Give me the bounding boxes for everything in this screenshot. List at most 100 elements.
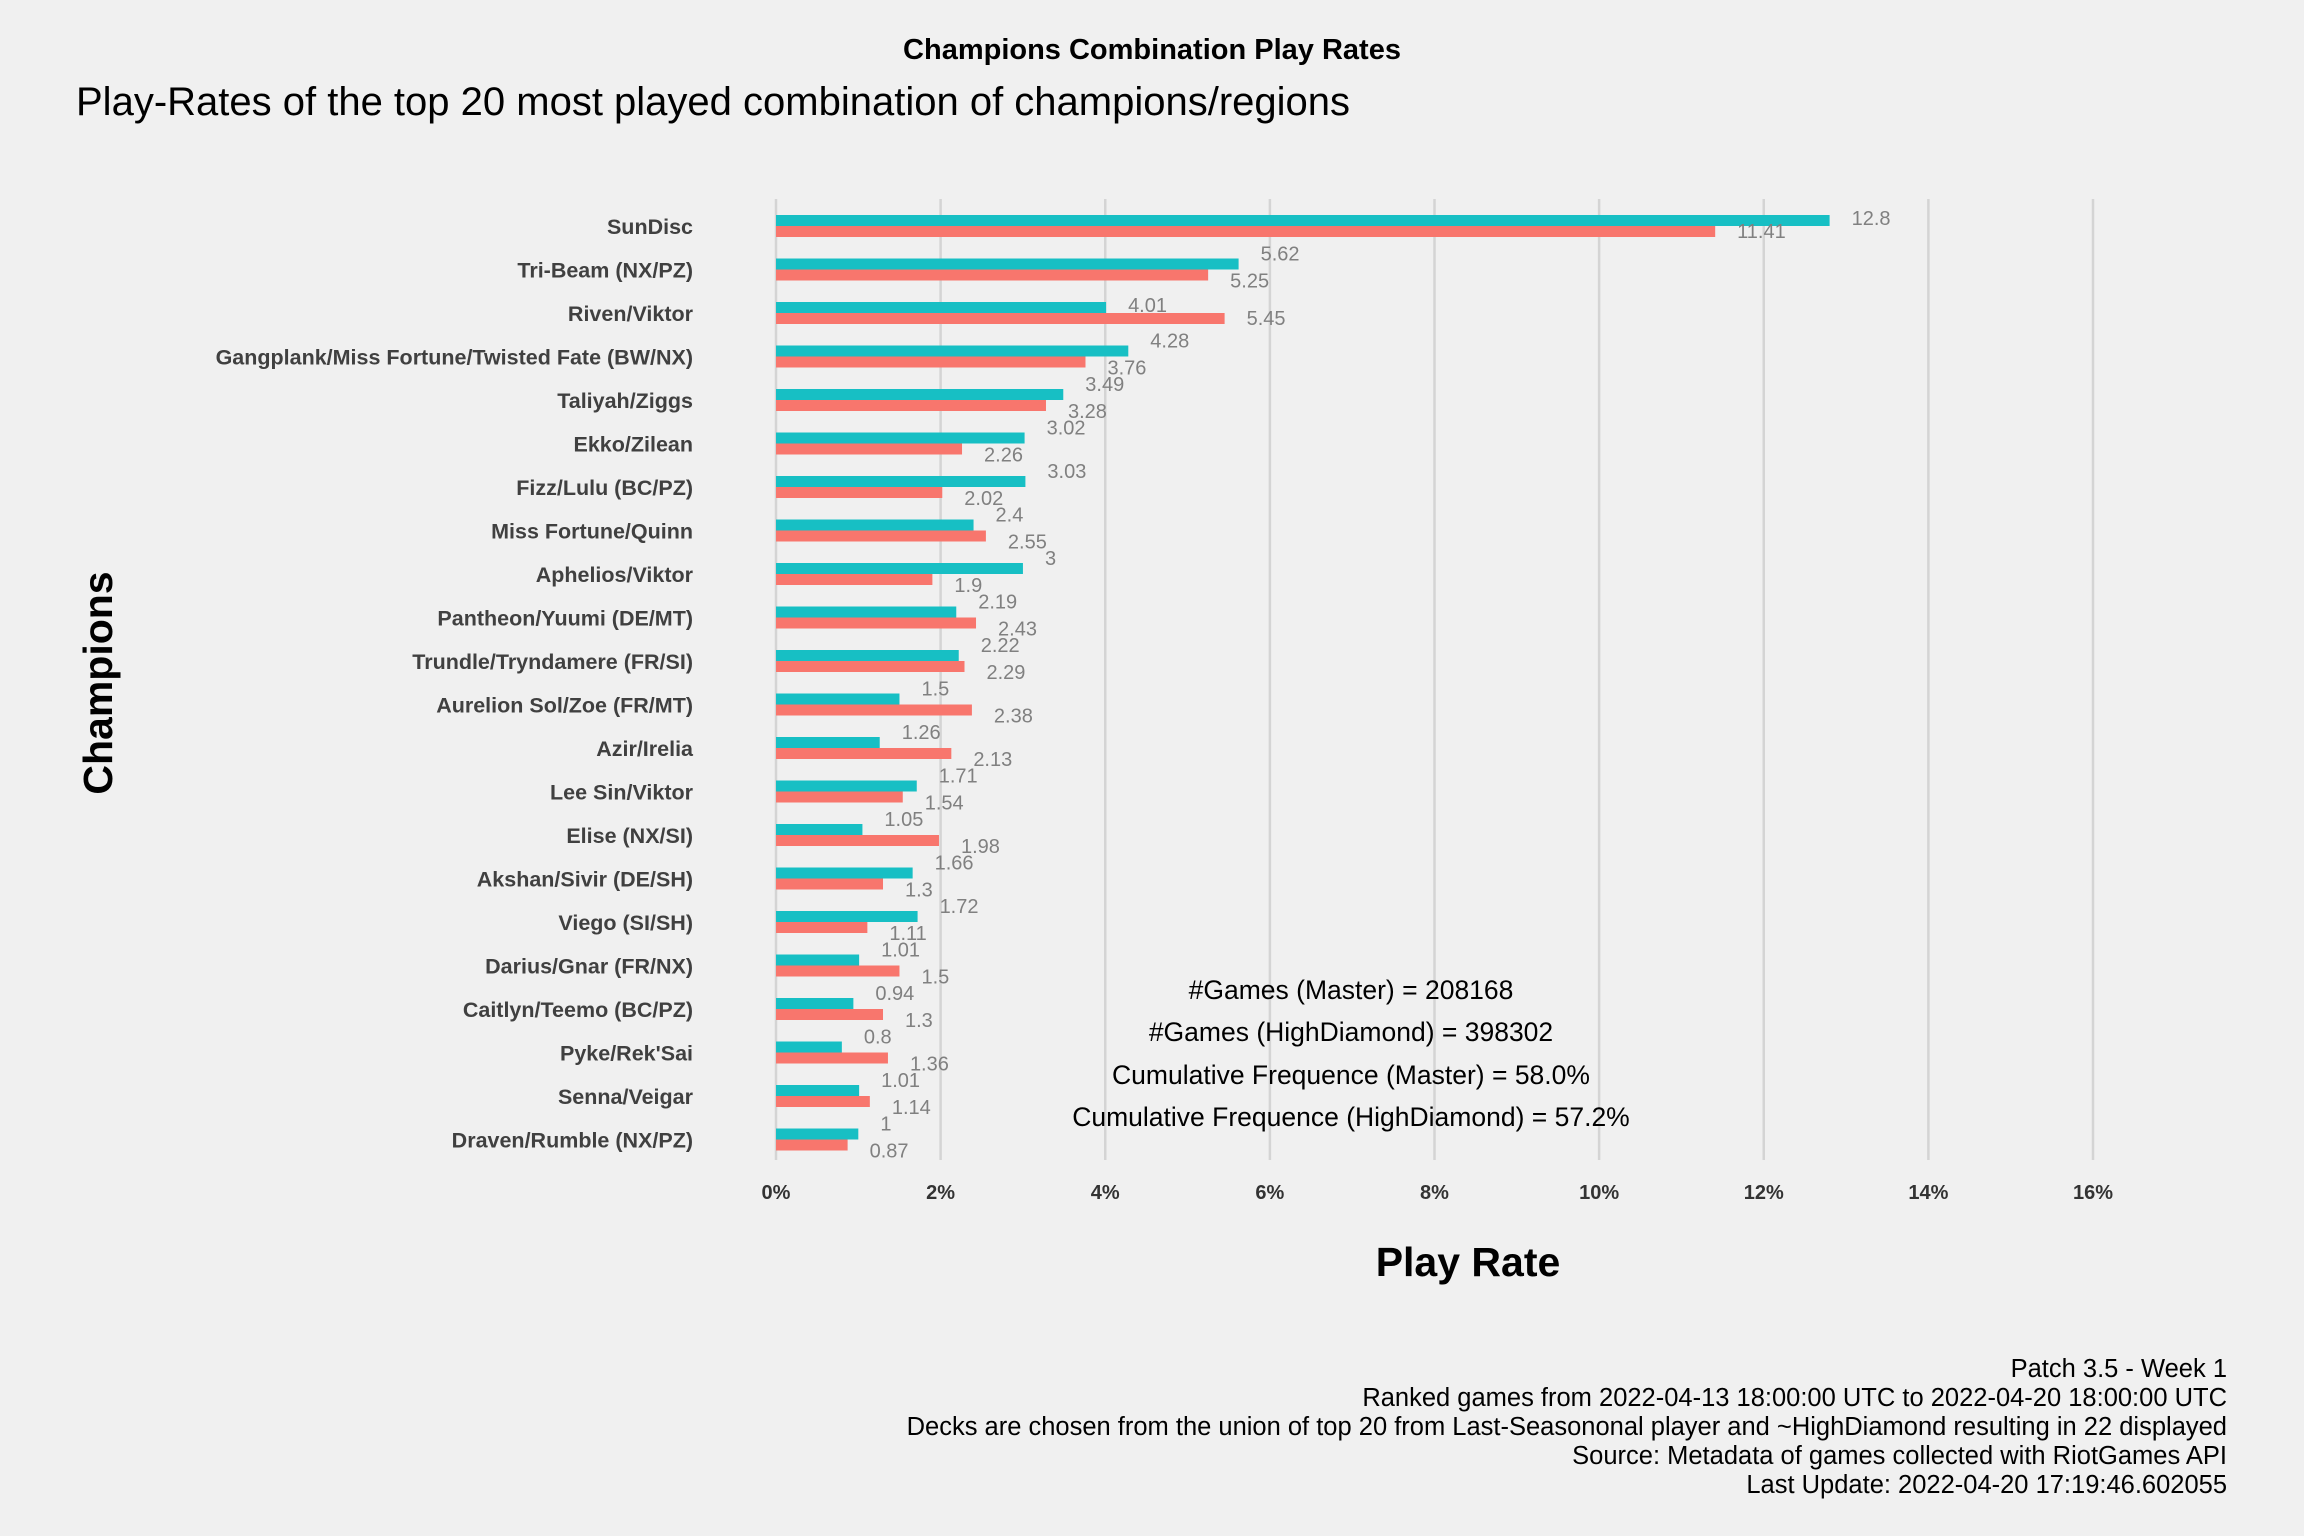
bar-series-2 [776, 878, 884, 890]
data-label: 2.43 [998, 619, 1037, 641]
bar-series-1 [776, 824, 863, 835]
bar-series-1 [776, 780, 917, 792]
x-tick-label: 8% [1420, 1182, 1449, 1204]
x-tick-label: 4% [1091, 1182, 1120, 1204]
data-label: 2.22 [981, 635, 1020, 657]
data-label: 1.14 [892, 1097, 931, 1119]
data-label: 1 [880, 1114, 891, 1136]
caption-line: Last Update: 2022-04-20 17:19:46.602055 [1746, 1471, 2227, 1499]
y-tick-label: Viego (SI/SH) [558, 911, 693, 935]
bar-series-2 [776, 835, 939, 846]
x-axis-title: Play Rate [1376, 1239, 1561, 1285]
annotation: #Games (Master) = 208168 [1189, 975, 1514, 1005]
bar-series-2 [776, 661, 965, 672]
data-label: 1.9 [954, 575, 982, 597]
data-label: 1.54 [925, 793, 964, 815]
y-tick-label: Azir/Irelia [596, 737, 694, 761]
data-label: 3.76 [1107, 358, 1146, 380]
bar-series-1 [776, 911, 918, 922]
data-label: 2.29 [986, 662, 1025, 684]
bar-series-2 [776, 791, 903, 803]
data-label: 1.05 [884, 809, 923, 831]
data-label: 1.01 [881, 1070, 920, 1092]
bar-series-2 [776, 748, 952, 759]
data-label: 2.26 [984, 445, 1023, 467]
y-tick-label: Senna/Veigar [558, 1085, 694, 1109]
x-tick-label: 16% [2073, 1182, 2113, 1204]
data-label: 1.01 [881, 940, 920, 962]
x-tick-label: 0% [762, 1182, 791, 1204]
caption-line: Patch 3.5 - Week 1 [2010, 1355, 2227, 1383]
data-label: 4.01 [1128, 295, 1167, 317]
bar-series-1 [776, 258, 1239, 270]
bar-series-2 [776, 269, 1209, 281]
y-tick-label: Gangplank/Miss Fortune/Twisted Fate (BW/… [216, 346, 693, 370]
data-label: 2.19 [978, 592, 1017, 614]
data-label: 0.8 [864, 1027, 892, 1049]
bar-series-1 [776, 606, 957, 618]
bar-series-1 [776, 389, 1064, 400]
annotation: #Games (HighDiamond) = 398302 [1149, 1017, 1553, 1047]
data-label: 0.94 [875, 983, 914, 1005]
bar-series-1 [776, 737, 880, 748]
bar-series-2 [776, 400, 1046, 411]
caption-line: Ranked games from 2022-04-13 18:00:00 UT… [1362, 1384, 2227, 1412]
bar-series-2 [776, 443, 963, 455]
bar-series-1 [776, 867, 913, 879]
data-label: 0.87 [870, 1141, 909, 1163]
bar-series-1 [776, 563, 1023, 574]
data-label: 1.3 [905, 1010, 933, 1032]
bar-series-2 [776, 1052, 888, 1064]
y-tick-label: Pantheon/Yuumi (DE/MT) [437, 607, 693, 631]
data-label: 1.71 [939, 766, 978, 788]
x-tick-label: 14% [1908, 1182, 1948, 1204]
data-label: 3.28 [1068, 401, 1107, 423]
y-tick-label: Miss Fortune/Quinn [491, 520, 693, 544]
data-label: 1.36 [910, 1054, 949, 1076]
data-label: 1.26 [902, 722, 941, 744]
y-tick-label: Lee Sin/Viktor [550, 781, 694, 805]
bar-series-1 [776, 432, 1025, 444]
bar-series-1 [776, 1041, 842, 1053]
annotation: Cumulative Frequence (HighDiamond) = 57.… [1072, 1102, 1630, 1132]
y-tick-label: Taliyah/Ziggs [557, 389, 693, 413]
data-label: 2.38 [994, 706, 1033, 728]
bar-series-1 [776, 519, 974, 531]
y-tick-label: Akshan/Sivir (DE/SH) [477, 868, 693, 892]
bar-series-2 [776, 704, 972, 716]
y-axis-title: Champions [75, 571, 121, 794]
bar-series-1 [776, 1128, 859, 1140]
data-label: 5.25 [1230, 271, 1269, 293]
bar-series-1 [776, 302, 1107, 313]
data-label: 3.02 [1047, 418, 1086, 440]
bar-series-1 [776, 215, 1830, 226]
y-tick-label: SunDisc [607, 215, 693, 239]
bar-series-1 [776, 954, 860, 966]
bar-series-1 [776, 345, 1129, 357]
data-label: 2.55 [1008, 532, 1047, 554]
data-label: 11.41 [1737, 221, 1786, 243]
x-tick-label: 12% [1744, 1182, 1784, 1204]
bar-series-2 [776, 1139, 848, 1151]
y-tick-label: Draven/Rumble (NX/PZ) [452, 1129, 693, 1153]
data-label: 12.8 [1852, 208, 1891, 230]
data-label: 1.72 [940, 896, 979, 918]
y-tick-label: Aurelion Sol/Zoe (FR/MT) [436, 694, 693, 718]
bar-series-2 [776, 1009, 884, 1020]
bar-series-2 [776, 530, 986, 542]
bar-series-2 [776, 922, 868, 933]
bar-series-2 [776, 313, 1225, 324]
y-tick-label: Tri-Beam (NX/PZ) [517, 259, 693, 283]
bar-series-2 [776, 617, 977, 629]
caption: Patch 3.5 - Week 1 Ranked games from 202… [907, 1355, 2227, 1500]
y-tick-label: Pyke/Rek'Sai [560, 1042, 693, 1066]
y-tick-label: Darius/Gnar (FR/NX) [485, 955, 693, 979]
chart-title: Champions Combination Play Rates [903, 34, 1401, 66]
data-label: 2.4 [996, 505, 1024, 527]
chart-subtitle: Play-Rates of the top 20 most played com… [76, 80, 1351, 124]
y-tick-label: Ekko/Zilean [574, 433, 694, 457]
x-tick-label: 2% [926, 1182, 955, 1204]
caption-line: Source: Metadata of games collected with… [1572, 1442, 2227, 1470]
bar-series-2 [776, 356, 1086, 368]
